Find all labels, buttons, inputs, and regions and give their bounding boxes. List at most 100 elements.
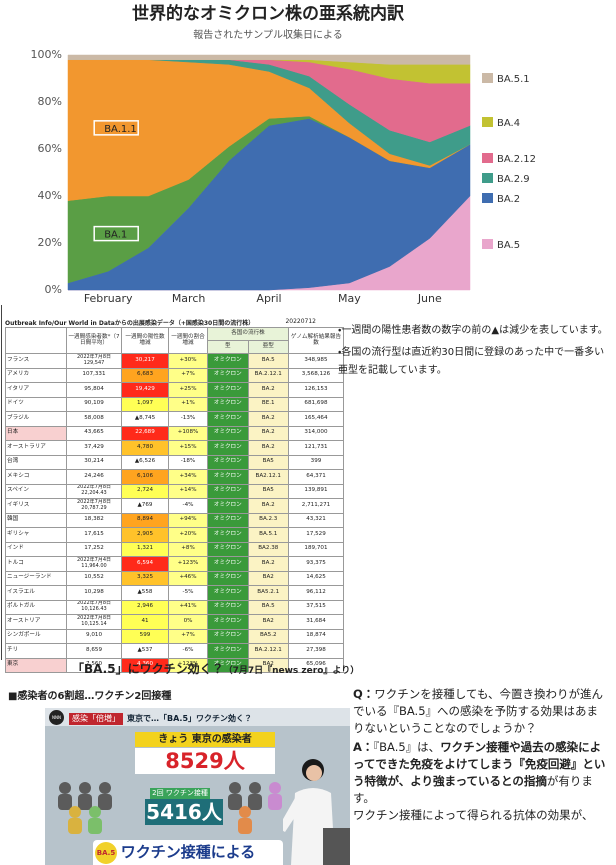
table-row: オーストリア 2022年7月8日 10,125.14 41 0% オミクロン BA2 31,… [5,614,344,630]
caption-source: （7月7日『news zero』より） [223,666,360,676]
tv-bottom-text: ワクチン接種による [93,840,283,865]
table-row: オーストラリア 37,429 4,780 +15% オミクロン BA.2 121,731 [5,440,344,456]
label-swatch [93,225,139,242]
notes: ・一週間の陽性患者数の数字の前の▲は減少を表しています。 ・各国の流行型は直近約… [338,322,608,380]
table-cell: +1% [168,396,208,412]
table-cell: 1,097 [121,396,169,412]
table-cell: BA5.2 [247,628,289,644]
table-cell: 日本 [5,425,67,441]
table-cell: 3,568,126 [288,367,344,383]
people-icons [58,782,282,834]
table-cell: ▲558 [121,585,169,601]
series-label: BA.1.1 [104,124,137,135]
table-cell: 165,464 [288,411,344,427]
qa-block: Q：ワクチンを接種しても、今置き換わりが進んでいる『BA.5』への感染を予防する… [353,686,608,824]
table-cell: 189,701 [288,541,344,557]
table-row: トルコ 2022年7月4日 11,964.00 6,594 +123% オミクロン BA.… [5,556,344,572]
table-cell: オミクロン [207,657,249,673]
table-cell: BA.5.1 [247,527,289,543]
y-tick-label: 40% [38,189,62,202]
table-cell: 7,560 [66,657,122,673]
table-cell: 10,298 [66,585,122,601]
table-cell: BA2 [247,657,289,673]
table-cell: ▲769 [121,498,169,514]
y-tick-label: 0% [45,283,62,296]
header-cell: ゲノム解析結果報告数 [288,327,344,354]
header-cell: 一週間感染者数*（7日間平均） [66,327,122,354]
table-cell: 2,724 [121,483,169,499]
legend-label: BA.5.1 [497,74,530,85]
header-cell: 一週間の割合増減 [168,327,208,354]
table-cell: 2022年7月8日 10,126.43 [66,599,122,615]
table-cell: 22,689 [121,425,169,441]
legend-label: BA.2 [497,194,520,205]
table-row: シンガポール 9,010 599 +7% オミクロン BA5.2 18,874 [5,628,344,644]
x-tick-label: April [256,292,281,305]
table-cell: 韓国 [5,512,67,528]
table-cell: +7% [168,367,208,383]
table-cell: 37,515 [288,599,344,615]
table-cell: 348,985 [288,353,344,369]
x-tick-label: June [417,292,442,305]
label-swatch [93,120,139,136]
table-row: 韓国 18,382 8,894 +94% オミクロン BA.2.3 43,321 [5,512,344,528]
chart-title: 世界的なオミクロン株の亜系統内訳 [132,3,405,24]
table-cell: 10,552 [66,570,122,586]
table-cell: 17,615 [66,527,122,543]
table-cell: 2,905 [121,527,169,543]
table-cell: 30,214 [66,454,122,470]
table-row: チリ 8,659 ▲537 -6% オミクロン BA.2.12.1 27,398 [5,643,344,659]
table-cell: BE.1 [247,396,289,412]
a-mark: A： [353,740,374,754]
table-cell: 3,325 [121,570,169,586]
table-block: Outbreak Info/Our World in Dataからの出展感染デー… [5,318,344,673]
table-cell: 121,731 [288,440,344,456]
table-cell: 96,112 [288,585,344,601]
note: ・各国の流行型は直近約30日間に登録のあった中で一番多い亜型を記載しています。 [338,347,605,376]
table-row: イスラエル 10,298 ▲558 -5% オミクロン BA5.2.1 96,112 [5,585,344,601]
table-cell: 90,109 [66,396,122,412]
table-cell: -4% [168,498,208,514]
table-cell: -5% [168,585,208,601]
table-cell: オミクロン [207,541,249,557]
x-tick-label: February [84,292,133,305]
tv-count: 5416人 [145,799,223,825]
table-cell: 18,874 [288,628,344,644]
table-row: アメリカ 107,331 6,683 +7% オミクロン BA.2.12.1 3,568,1… [5,367,344,383]
table-cell: 4,780 [121,440,169,456]
table-cell: オミクロン [207,469,249,485]
table-cell: 6,594 [121,556,169,572]
table-cell: 8,894 [121,512,169,528]
a-text: 『BA.5』は、ワクチン接種や過去の感染によってできた免疫をよけてしまう『免疫回… [353,740,605,805]
table-cell: スペイン [5,483,67,499]
table-cell: オミクロン [207,512,249,528]
table-row: ニュージーランド 10,552 3,325 +46% オミクロン BA2 14,625 [5,570,344,586]
table-cell: -6% [168,643,208,659]
table-cell: 台湾 [5,454,67,470]
table-row: フランス 2022年7月8日 129,547 30,217 +30% オミクロン BA.5… [5,353,344,369]
tv-logo: NNN [49,710,64,725]
table-cell: +41% [168,599,208,615]
tv-screenshot: NNN 感染「倍増」 東京で…「BA.5」ワクチン効く？ きょう 東京の感染者 … [45,708,350,865]
table-row: イギリス 2022年7月8日 20,787.29 ▲769 -4% オミクロン BA.2 2… [5,498,344,514]
table-cell: BA5 [247,454,289,470]
table-cell: イタリア [5,382,67,398]
table-cell: 30,217 [121,353,169,369]
header-cell: 亜型 [247,340,289,354]
table-cell: +7% [168,628,208,644]
table-cell: オミクロン [207,556,249,572]
tv-count: 8529人 [135,748,275,774]
chart: 世界的なオミクロン株の亜系統内訳 報告されたサンプル収集日による BA.1 BA.… [0,0,535,305]
table-cell: チリ [5,643,67,659]
table-cell: BA5.2.1 [247,585,289,601]
table-cell: BA.2.12.1 [247,367,289,383]
table-cell: イスラエル [5,585,67,601]
legend-label: BA.2.12.1 [497,154,535,165]
table-cell: BA2 [247,570,289,586]
table-cell: 17,529 [288,527,344,543]
table-cell: 14,625 [288,570,344,586]
table-cell: 2022年7月8日 129,547 [66,353,122,369]
table-cell: 107,331 [66,367,122,383]
icon-group [58,782,282,834]
